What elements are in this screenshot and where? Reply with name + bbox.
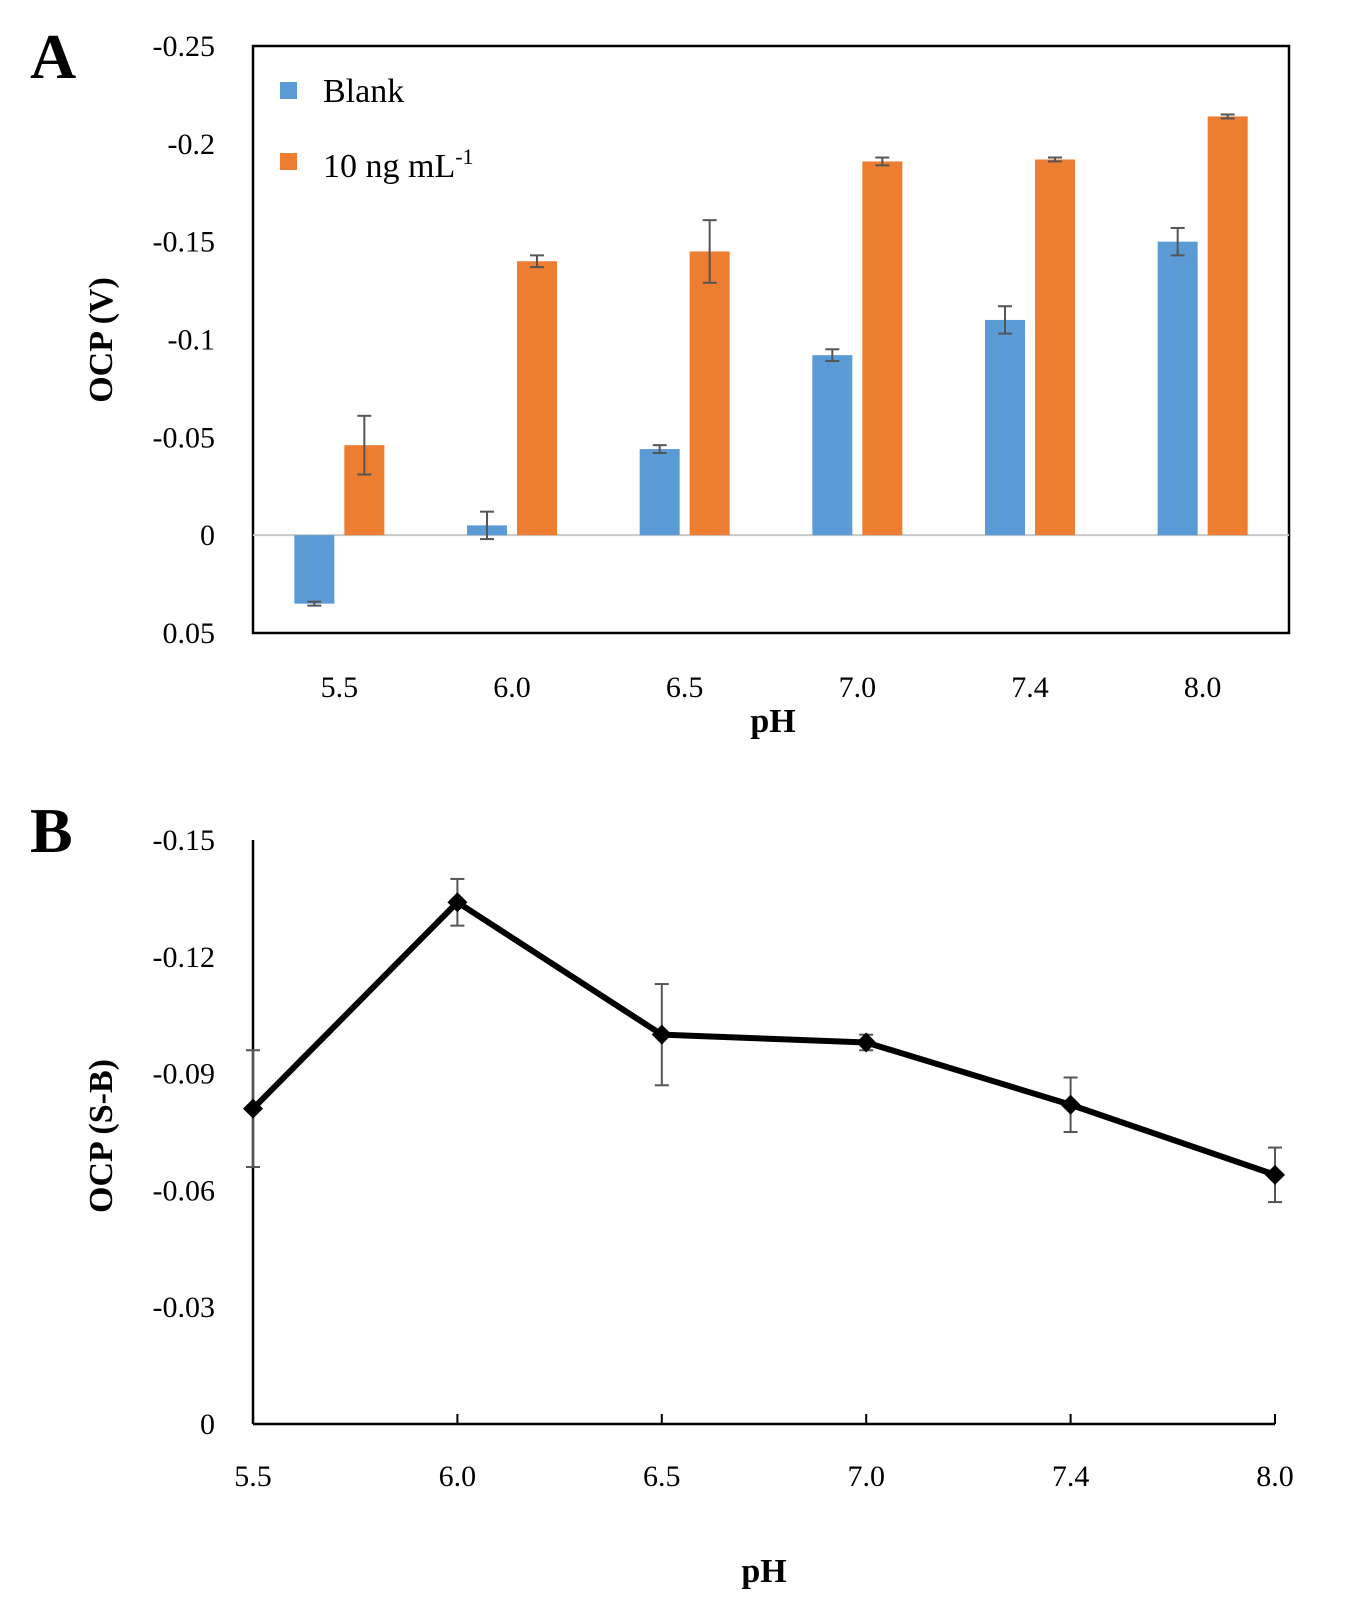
y-tick-label-b: 0 — [200, 1408, 215, 1441]
x-tick-label-a: 6.5 — [666, 671, 704, 704]
y-tick-label-a: -0.2 — [168, 128, 216, 161]
x-tick-label-b: 7.0 — [847, 1460, 885, 1493]
line-series-b — [243, 877, 1285, 1204]
y-tick-label-a: 0.05 — [163, 617, 216, 650]
y-tick-label-a: -0.05 — [153, 421, 216, 454]
bar-blank — [294, 535, 335, 604]
bar-chart-a: A -0.25 -0.2 -0.15 -0.1 -0.05 0 0.05 5.5 6.0 6.5… — [30, 21, 1291, 740]
bar-10ng — [1207, 116, 1248, 536]
legend-swatch-10ng — [280, 153, 297, 170]
y-tick-label-b: -0.15 — [153, 824, 216, 857]
y-tick-label-b: -0.12 — [153, 941, 216, 974]
x-tick-label-a: 6.0 — [493, 671, 531, 704]
panel-label-a: A — [30, 21, 76, 92]
data-point-marker — [1060, 1094, 1081, 1115]
x-tick-label-a: 8.0 — [1184, 671, 1222, 704]
y-tick-label-a: -0.15 — [153, 226, 216, 259]
legend-swatch-blank — [280, 82, 297, 99]
panel-a: A -0.25 -0.2 -0.15 -0.1 -0.05 0 0.05 5.5 6.0 6.5… — [0, 0, 1359, 780]
x-tick-label-a: 7.0 — [839, 671, 877, 704]
plot-frame-a — [251, 44, 1291, 635]
legend-label-10ng-main: 10 ng mL — [323, 148, 455, 185]
y-axis-title-a: OCP (V) — [83, 277, 120, 403]
y-tick-label-b: -0.06 — [153, 1174, 216, 1207]
x-tick-label-b: 6.5 — [643, 1460, 681, 1493]
panel-label-b: B — [30, 795, 73, 866]
data-point-marker — [243, 1098, 263, 1119]
x-tick-label-b: 8.0 — [1256, 1460, 1294, 1493]
legend-a: Blank 10 ng mL-1 — [280, 73, 474, 185]
x-tick-label-b: 6.0 — [439, 1460, 477, 1493]
line-chart-b: B -0.15 -0.12 -0.09 -0.06 -0.03 0 5.5 6.0 6.5 7.… — [30, 795, 1294, 1590]
data-point-marker — [447, 892, 468, 913]
y-axis-a: -0.25 -0.2 -0.15 -0.1 -0.05 0 0.05 — [153, 30, 216, 650]
legend-label-10ng: 10 ng mL-1 — [323, 144, 474, 185]
y-tick-label-b: -0.03 — [153, 1291, 216, 1324]
bars-a — [294, 113, 1248, 607]
bar-blank — [1157, 241, 1198, 536]
y-tick-label-a: 0 — [200, 519, 215, 552]
x-axis-title-a: pH — [750, 703, 795, 740]
y-tick-label-b: -0.09 — [153, 1058, 216, 1091]
y-tick-label-a: -0.25 — [153, 30, 216, 63]
bar-10ng — [517, 261, 557, 536]
x-axis-title-b: pH — [741, 1553, 786, 1590]
y-axis-title-b: OCP (S-B) — [83, 1059, 120, 1213]
x-axis-a: 5.5 6.0 6.5 7.0 7.4 8.0 — [321, 671, 1222, 704]
x-tick-label-a: 7.4 — [1011, 671, 1049, 704]
x-tick-label-a: 5.5 — [321, 671, 359, 704]
legend-label-10ng-sup: -1 — [455, 144, 473, 169]
x-axis-b: 5.5 6.0 6.5 7.0 7.4 8.0 — [234, 1414, 1294, 1493]
bar-10ng — [1035, 159, 1075, 536]
series-line — [250, 899, 1276, 1178]
data-point-marker — [651, 1024, 672, 1045]
legend-label-blank: Blank — [323, 73, 404, 110]
x-tick-label-b: 7.4 — [1052, 1460, 1090, 1493]
y-axis-b: -0.15 -0.12 -0.09 -0.06 -0.03 0 — [153, 824, 216, 1441]
bar-10ng — [862, 161, 903, 536]
data-point-marker — [1265, 1164, 1285, 1185]
bar-blank — [812, 355, 853, 536]
x-tick-label-b: 5.5 — [234, 1460, 272, 1493]
data-point-marker — [856, 1032, 877, 1053]
bar-blank — [985, 319, 1025, 536]
bar-blank — [639, 449, 680, 536]
y-tick-label-a: -0.1 — [168, 324, 216, 357]
panel-b: B -0.15 -0.12 -0.09 -0.06 -0.03 0 5.5 6.0 6.5 7.… — [0, 780, 1359, 1606]
bar-10ng — [689, 251, 730, 536]
